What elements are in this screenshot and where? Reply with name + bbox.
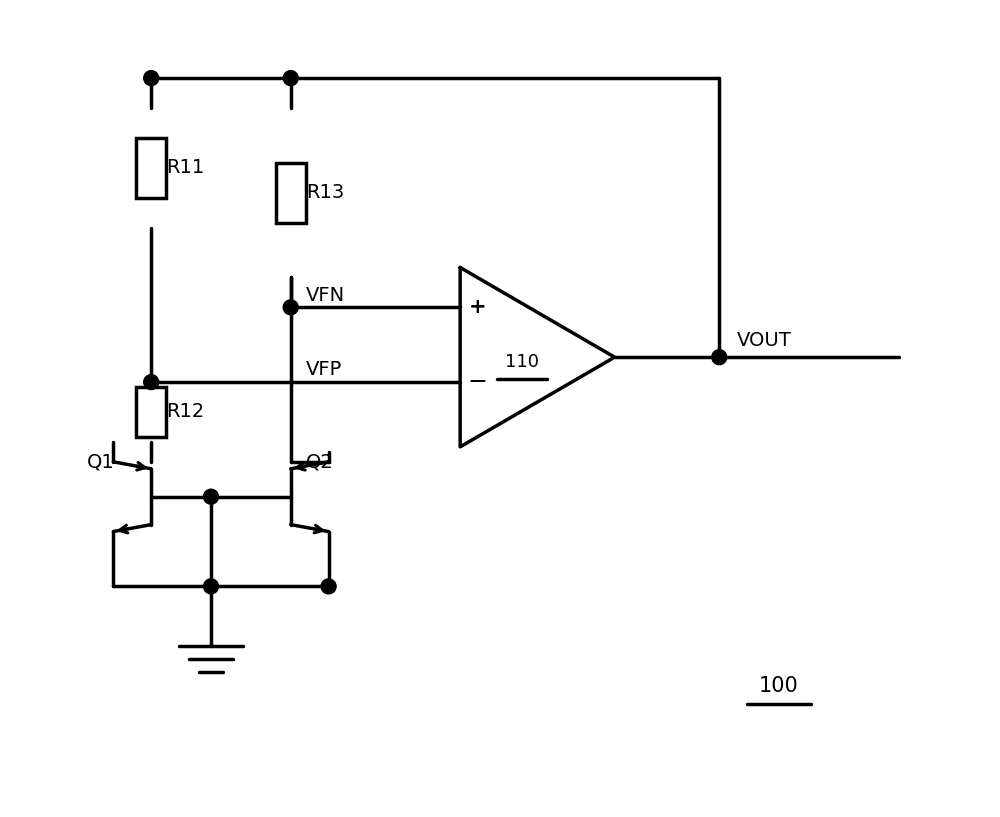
Text: +: + xyxy=(468,297,486,317)
Text: Q1: Q1 xyxy=(86,453,114,471)
Text: VOUT: VOUT xyxy=(737,331,792,350)
Text: 100: 100 xyxy=(759,676,799,696)
Text: R11: R11 xyxy=(166,158,204,177)
Text: R13: R13 xyxy=(306,183,344,203)
Circle shape xyxy=(321,579,336,594)
Text: 110: 110 xyxy=(505,353,539,371)
Bar xyxy=(136,138,166,198)
Text: −: − xyxy=(467,370,487,394)
Circle shape xyxy=(712,350,727,364)
Circle shape xyxy=(144,375,159,390)
Text: VFN: VFN xyxy=(306,286,345,305)
Circle shape xyxy=(204,579,218,594)
Circle shape xyxy=(283,300,298,315)
Text: VFP: VFP xyxy=(306,359,342,378)
Circle shape xyxy=(283,70,298,86)
Text: R12: R12 xyxy=(166,403,204,422)
Circle shape xyxy=(144,70,159,86)
Bar xyxy=(136,387,166,437)
Bar xyxy=(276,163,306,223)
Text: Q2: Q2 xyxy=(306,453,333,471)
Circle shape xyxy=(204,489,218,504)
